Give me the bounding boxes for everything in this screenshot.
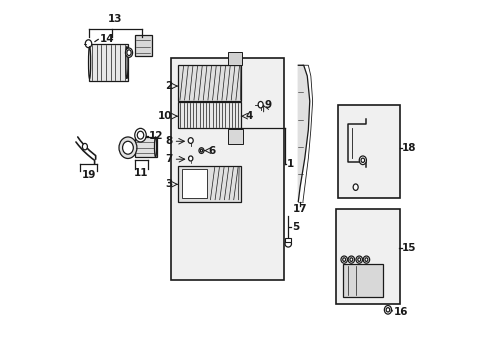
Bar — [178, 102, 241, 128]
Ellipse shape — [359, 156, 366, 165]
Bar — [285, 238, 290, 242]
Ellipse shape — [119, 137, 137, 158]
Ellipse shape — [352, 184, 357, 190]
Text: 17: 17 — [292, 204, 307, 214]
Ellipse shape — [285, 240, 291, 247]
Ellipse shape — [349, 258, 352, 261]
Ellipse shape — [188, 156, 192, 161]
Ellipse shape — [135, 129, 146, 142]
Ellipse shape — [126, 50, 131, 55]
Bar — [171, 58, 284, 280]
Ellipse shape — [347, 256, 354, 263]
Bar — [337, 105, 400, 198]
Ellipse shape — [340, 256, 346, 263]
Text: 10: 10 — [158, 111, 172, 121]
Ellipse shape — [122, 141, 133, 154]
Bar — [135, 35, 152, 56]
Ellipse shape — [357, 258, 360, 261]
Ellipse shape — [386, 308, 389, 312]
Text: 9: 9 — [264, 100, 271, 111]
Ellipse shape — [199, 148, 203, 153]
Ellipse shape — [360, 158, 364, 162]
Ellipse shape — [384, 306, 391, 314]
Text: 5: 5 — [291, 222, 299, 232]
Text: 8: 8 — [165, 136, 172, 146]
Ellipse shape — [355, 256, 362, 263]
Bar — [135, 137, 156, 157]
Text: 4: 4 — [244, 111, 252, 121]
Ellipse shape — [82, 143, 87, 150]
Bar — [335, 209, 400, 304]
Bar — [228, 129, 243, 144]
Text: 13: 13 — [107, 14, 122, 24]
Text: 15: 15 — [402, 243, 416, 253]
Bar — [178, 65, 241, 101]
Polygon shape — [298, 65, 309, 202]
Bar — [88, 44, 128, 81]
Bar — [343, 264, 382, 297]
Ellipse shape — [364, 258, 367, 261]
Ellipse shape — [85, 40, 92, 48]
Ellipse shape — [363, 256, 369, 263]
Text: 19: 19 — [81, 170, 96, 180]
Bar — [228, 51, 242, 65]
Text: 12: 12 — [148, 131, 163, 141]
Text: 2: 2 — [165, 81, 172, 91]
Ellipse shape — [258, 102, 263, 108]
Text: 7: 7 — [165, 154, 172, 164]
Bar — [182, 169, 206, 198]
Ellipse shape — [188, 138, 193, 143]
Text: 1: 1 — [286, 159, 293, 169]
Text: 14: 14 — [100, 34, 114, 44]
Text: 6: 6 — [207, 145, 215, 156]
Ellipse shape — [137, 131, 143, 139]
Ellipse shape — [125, 48, 132, 57]
Text: 3: 3 — [165, 179, 172, 189]
Ellipse shape — [125, 46, 128, 78]
Ellipse shape — [88, 46, 90, 78]
Bar — [178, 166, 241, 202]
Text: 11: 11 — [134, 168, 148, 178]
Text: 16: 16 — [392, 307, 407, 317]
Ellipse shape — [342, 258, 345, 261]
Ellipse shape — [154, 137, 156, 157]
Text: 18: 18 — [402, 143, 416, 153]
Ellipse shape — [200, 149, 202, 152]
